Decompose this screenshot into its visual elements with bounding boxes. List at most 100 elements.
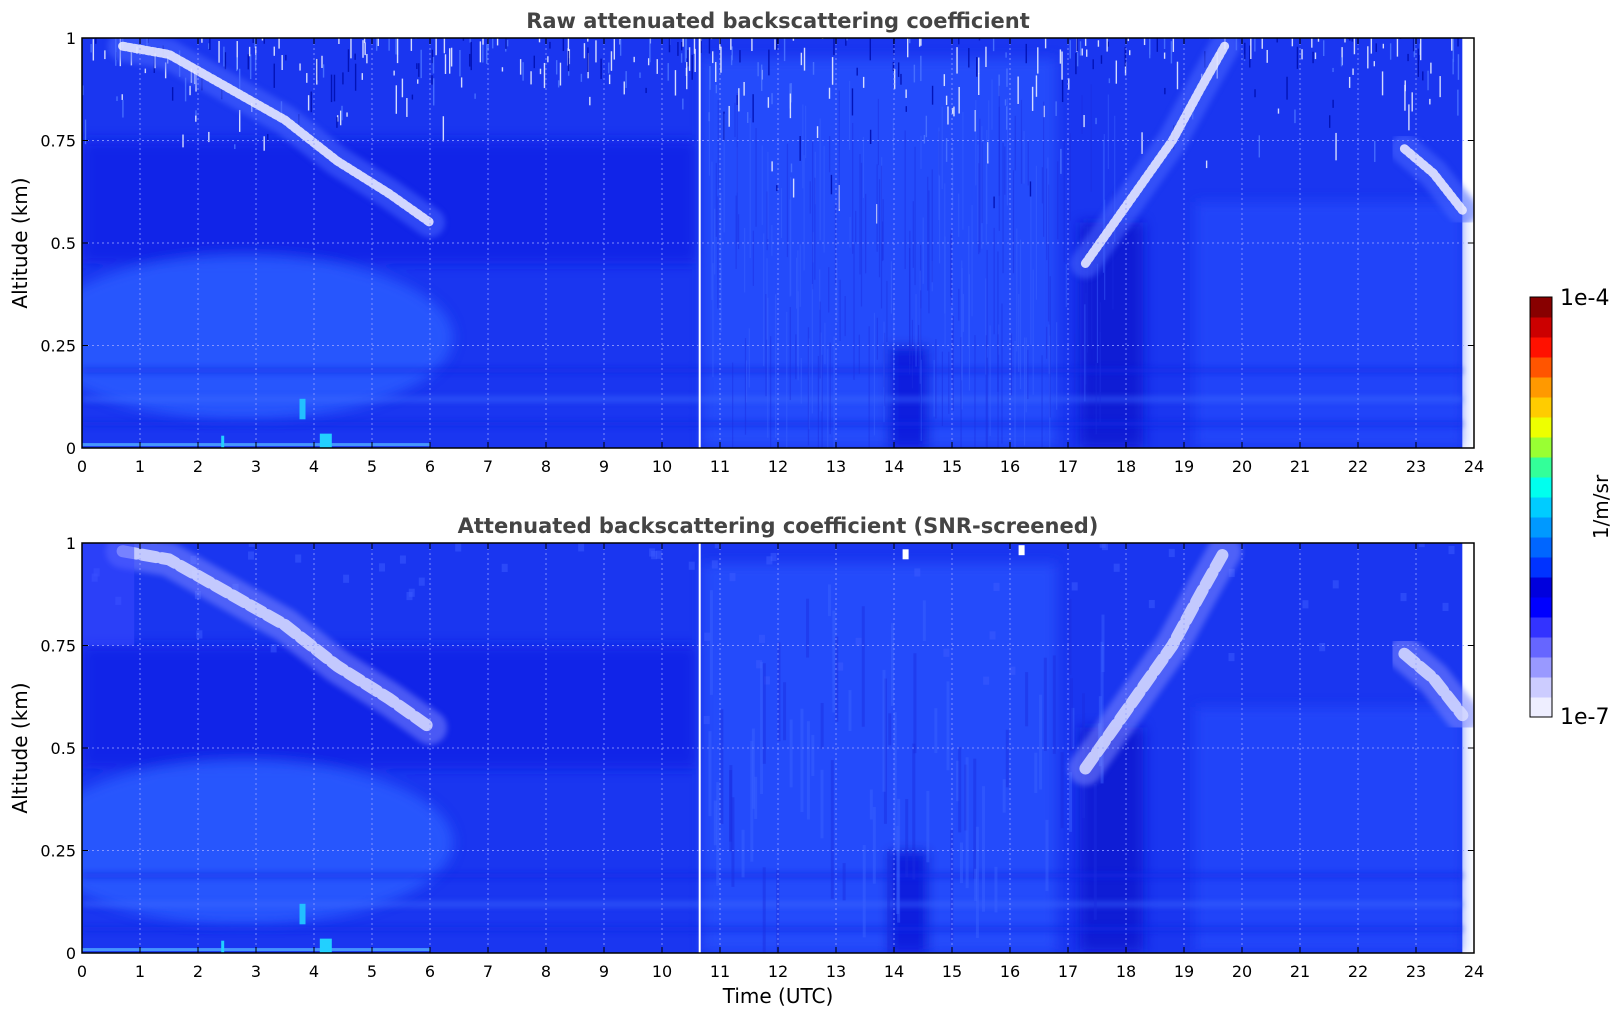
noise-streak	[411, 94, 414, 100]
noise-streak	[761, 64, 763, 91]
noise-streak	[674, 70, 677, 96]
noise-streak	[830, 174, 833, 195]
noise-streak	[539, 68, 542, 75]
noise-streak	[92, 39, 95, 61]
noise-streak	[953, 106, 955, 117]
texture-streak	[1099, 331, 1101, 423]
noise-streak	[688, 561, 695, 570]
noise-streak	[1418, 543, 1425, 548]
x-tick-label: 20	[1232, 457, 1252, 476]
noise-streak	[1332, 580, 1339, 589]
texture-streak	[1012, 170, 1015, 274]
texture-streak	[1046, 168, 1048, 261]
noise-streak	[731, 46, 733, 61]
noise-streak	[704, 632, 711, 641]
noise-streak	[310, 91, 312, 113]
texture-streak	[911, 319, 914, 389]
texture-streak	[985, 278, 987, 375]
noise-streak	[625, 71, 627, 88]
noise-streak	[418, 63, 420, 77]
noise-streak	[833, 38, 835, 56]
noise-streak	[1296, 46, 1299, 69]
texture-streak	[786, 143, 789, 258]
noise-streak	[501, 563, 508, 573]
texture-streak	[738, 214, 740, 250]
evening-band	[1195, 707, 1463, 953]
noise-streak	[708, 38, 711, 54]
texture-streak	[1069, 772, 1073, 832]
noise-streak	[557, 80, 560, 88]
x-tick-label: 24	[1464, 962, 1484, 981]
texture-streak	[715, 162, 717, 237]
noise-streak	[361, 73, 363, 80]
texture-streak	[790, 177, 792, 296]
noise-streak	[1294, 109, 1296, 124]
texture-streak	[1084, 304, 1086, 402]
noise-streak	[945, 95, 948, 105]
x-tick-label: 3	[251, 457, 261, 476]
texture-streak	[986, 129, 988, 225]
noise-streak	[1439, 76, 1441, 98]
x-tick-label: 11	[710, 457, 730, 476]
texture-streak	[777, 642, 781, 742]
noise-streak	[468, 53, 471, 67]
noise-streak	[519, 59, 522, 75]
texture-streak	[736, 147, 738, 193]
texture-streak	[1103, 134, 1105, 247]
texture-streak	[933, 360, 935, 417]
texture-streak	[834, 204, 837, 286]
noise-streak	[862, 76, 865, 88]
texture-streak	[731, 797, 735, 887]
noise-streak	[1408, 104, 1410, 131]
noise-streak	[1176, 61, 1179, 90]
x-tick-label: 12	[768, 962, 788, 981]
noise-streak	[900, 73, 902, 85]
noise-streak	[1319, 643, 1326, 652]
noise-streak	[893, 69, 896, 90]
texture-streak	[960, 337, 962, 448]
noise-streak	[1061, 51, 1063, 80]
noise-streak	[875, 204, 878, 224]
noise-streak	[263, 38, 265, 44]
x-tick-label: 5	[367, 457, 377, 476]
noise-streak	[479, 41, 482, 63]
x-tick-label: 10	[652, 457, 672, 476]
noise-streak	[1031, 86, 1034, 111]
noise-streak	[703, 715, 710, 725]
screened-patch	[82, 543, 135, 646]
noise-streak	[947, 106, 949, 125]
noise-streak	[869, 38, 871, 61]
noise-streak	[1059, 49, 1062, 64]
noise-streak	[1108, 78, 1111, 84]
texture-streak	[1047, 157, 1049, 244]
noise-streak	[164, 62, 167, 79]
colorbar-unit-label: 1/m/sr	[1589, 474, 1613, 539]
texture-streak	[914, 146, 916, 286]
noise-streak	[408, 588, 415, 597]
noise-streak	[1370, 38, 1373, 54]
noise-streak	[608, 62, 610, 74]
texture-streak	[766, 258, 768, 340]
noise-streak	[1143, 38, 1146, 46]
texture-streak	[754, 776, 758, 820]
noise-streak	[1106, 38, 1108, 52]
noise-streak	[1029, 181, 1032, 197]
vertical-texture	[708, 79, 1116, 448]
noise-streak	[776, 185, 778, 192]
texture-streak	[935, 339, 937, 419]
texture-streak	[905, 799, 909, 878]
x-tick-label: 8	[541, 457, 551, 476]
noise-streak	[486, 44, 488, 64]
enhancement	[319, 938, 332, 953]
noise-streak	[281, 55, 283, 71]
noise-streak	[943, 648, 950, 657]
texture-streak	[978, 163, 980, 255]
noise-streak	[1312, 51, 1314, 64]
noise-streak	[121, 94, 123, 100]
noise-streak	[619, 39, 622, 56]
noise-streak	[248, 551, 255, 560]
texture-streak	[1001, 303, 1003, 444]
noise-streak	[1261, 38, 1263, 49]
texture-streak	[938, 131, 940, 175]
noise-streak	[201, 38, 203, 43]
